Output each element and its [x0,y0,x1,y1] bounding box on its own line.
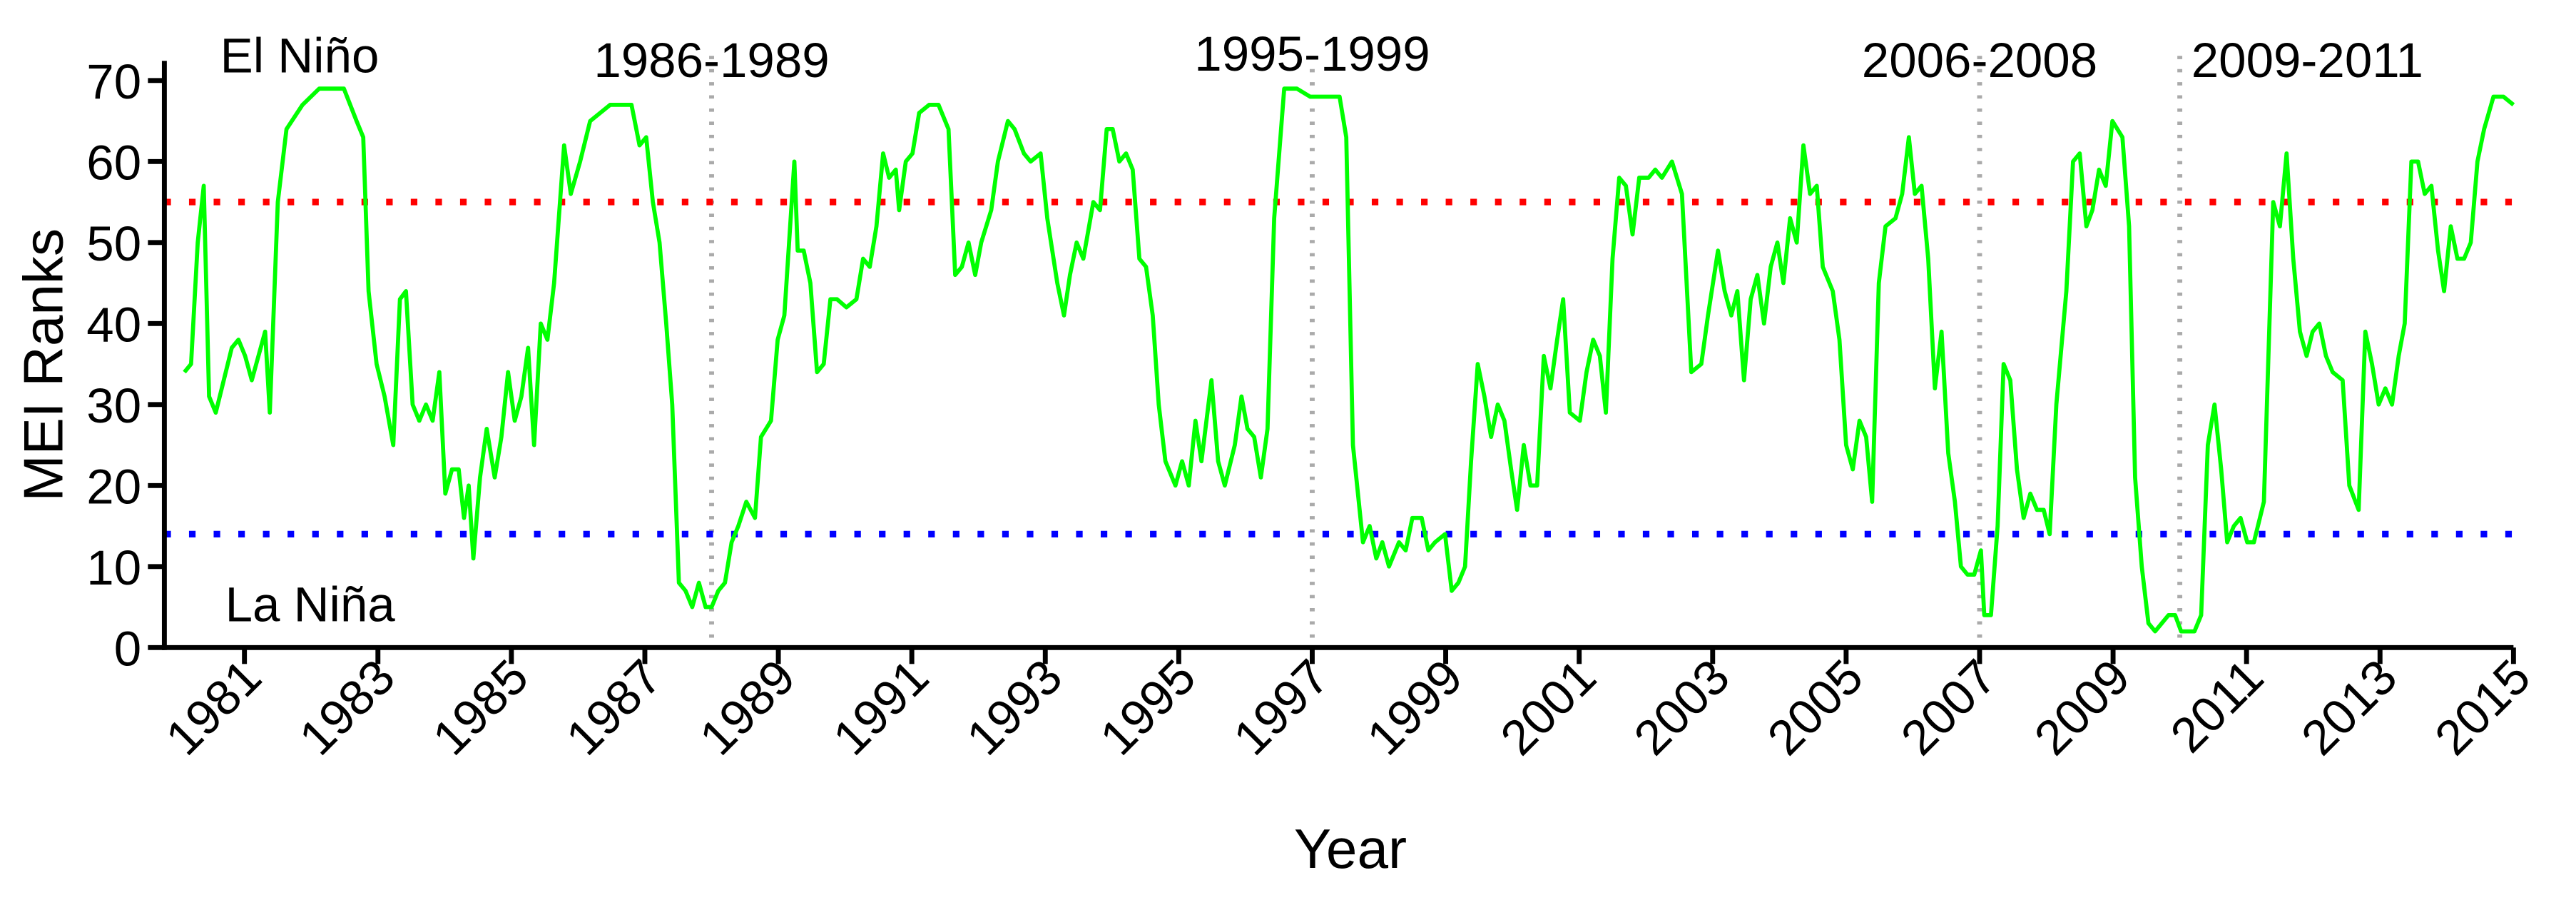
annotation: El Niño [220,27,380,83]
x-tick-label: 1991 [823,649,940,766]
y-tick-label: 50 [86,216,141,271]
period-label: 1986-1989 [594,32,829,88]
x-tick-label: 1981 [155,649,272,766]
x-tick-label: 1999 [1356,649,1473,766]
x-tick-label: 1987 [555,649,672,766]
x-axis-label: Year [1294,817,1407,880]
y-tick-label: 60 [86,135,141,191]
x-tick-label: 2003 [1623,649,1740,766]
period-label: 2009-2011 [2191,32,2423,88]
x-tick-label: 1993 [956,649,1073,766]
x-tick-label: 2007 [1890,649,2007,766]
y-tick-label: 0 [114,621,141,677]
x-tick-label: 1997 [1223,649,1340,766]
x-tick-label: 1989 [688,649,805,766]
annotation: La Niña [225,576,396,632]
y-tick-label: 70 [86,54,141,109]
x-tick-label: 2001 [1490,649,1607,766]
y-tick-label: 40 [86,297,141,353]
period-label: 2006-2008 [1862,32,2097,88]
y-tick-label: 20 [86,459,141,515]
x-tick-label: 2011 [2159,649,2274,763]
period-label: 1995-1999 [1194,26,1430,81]
x-tick-label: 2005 [1756,649,1873,766]
x-tick-label: 2013 [2291,649,2408,766]
y-tick-label: 10 [86,540,141,595]
y-axis-label: MEI Ranks [12,228,75,502]
x-tick-label: 2015 [2424,649,2541,766]
x-tick-label: 1983 [288,649,405,766]
x-tick-label: 1995 [1089,649,1206,766]
x-tick-label: 2009 [2023,649,2140,766]
mei-line [183,86,2515,634]
y-tick-label: 30 [86,378,141,433]
x-tick-label: 1985 [422,649,539,766]
